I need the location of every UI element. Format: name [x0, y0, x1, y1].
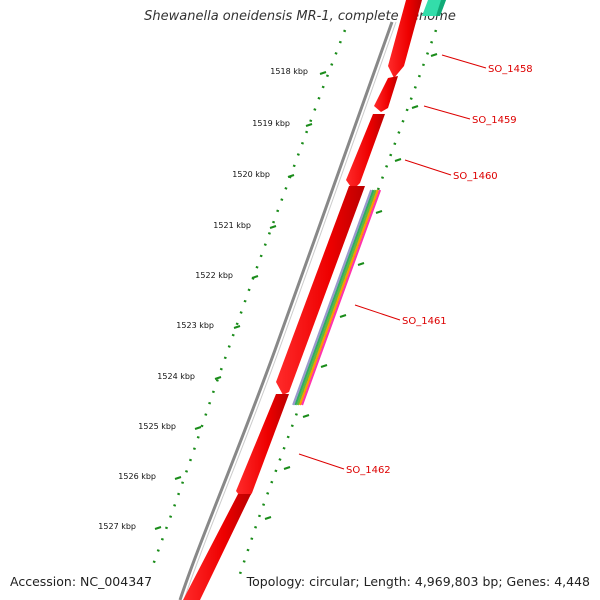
inner-tick — [339, 314, 347, 318]
kbp-tick — [319, 71, 327, 75]
inner-tick — [430, 53, 438, 57]
gene-labels: SO_1458 SO_1459 SO_1460 SO_1461 SO_1462 — [298, 54, 533, 476]
inner-tick — [320, 364, 328, 368]
stripe-band — [292, 189, 373, 406]
gene-label-leader — [404, 159, 452, 176]
inner-ticks — [264, 53, 438, 520]
kbp-tick — [287, 174, 295, 178]
kbp-tick — [174, 476, 182, 480]
gene-label-leader — [423, 105, 471, 120]
gene-label: SO_1458 — [488, 64, 533, 75]
inner-tick — [357, 262, 365, 266]
gene-label: SO_1461 — [402, 316, 447, 327]
gene-arrows — [183, 0, 422, 600]
gene-arrow-so1462b — [183, 494, 251, 600]
inner-tick — [283, 466, 291, 470]
kbp-tick — [269, 225, 277, 229]
gene-label: SO_1459 — [472, 115, 517, 126]
kbp-tick — [154, 526, 162, 530]
kbp-label: 1524 kbp — [157, 372, 195, 381]
kbp-tick — [251, 275, 259, 279]
multicolor-feature — [292, 189, 382, 406]
inner-tick — [394, 158, 402, 162]
kbp-label: 1526 kbp — [118, 472, 156, 481]
stripe-band — [296, 189, 377, 406]
stripe-band — [294, 189, 375, 406]
outer-dotted-ring — [151, 29, 347, 566]
kbp-label: 1519 kbp — [252, 119, 290, 128]
genome-backbone — [178, 21, 394, 600]
gene-arrow-so1459 — [374, 76, 398, 112]
inner-tick — [264, 516, 272, 520]
gene-arrow-so1461 — [276, 186, 365, 395]
gene-arrow-so1460 — [346, 114, 385, 190]
kbp-label: 1523 kbp — [176, 321, 214, 330]
gene-label: SO_1462 — [346, 465, 391, 476]
gene-label-leader — [441, 54, 487, 69]
kbp-label: 1525 kbp — [138, 422, 176, 431]
kbp-tick — [214, 376, 222, 380]
gene-label-leader — [298, 453, 345, 470]
accession-text: Accession: NC_004347 — [10, 574, 153, 589]
stripe-band — [298, 189, 379, 406]
inner-tick — [302, 414, 310, 418]
feature-top-teal-edge — [436, 0, 446, 16]
kbp-tick — [194, 426, 202, 430]
genome-title: Shewanella oneidensis MR-1, complete gen… — [144, 9, 456, 24]
gene-label: SO_1460 — [453, 171, 498, 182]
kbp-label: 1518 kbp — [270, 67, 308, 76]
inner-tick — [375, 210, 383, 214]
kbp-label: 1521 kbp — [213, 221, 251, 230]
kbp-tick — [233, 325, 241, 329]
inner-tick — [411, 105, 419, 109]
kbp-label: 1520 kbp — [232, 170, 270, 179]
kbp-axis: 1518 kbp 1519 kbp 1520 kbp 1521 kbp 1522 kbp… — [98, 67, 327, 531]
kbp-label: 1522 kbp — [195, 271, 233, 280]
kbp-label: 1527 kbp — [98, 522, 136, 531]
gene-arrow-so1458 — [388, 0, 422, 78]
gene-arrow-so1462a — [236, 394, 289, 503]
gene-label-leader — [354, 304, 401, 321]
stripe-band — [300, 189, 382, 406]
kbp-tick — [305, 123, 313, 127]
genome-summary-text: Topology: circular; Length: 4,969,803 bp… — [246, 574, 590, 589]
genome-backbone-inner — [183, 21, 397, 600]
